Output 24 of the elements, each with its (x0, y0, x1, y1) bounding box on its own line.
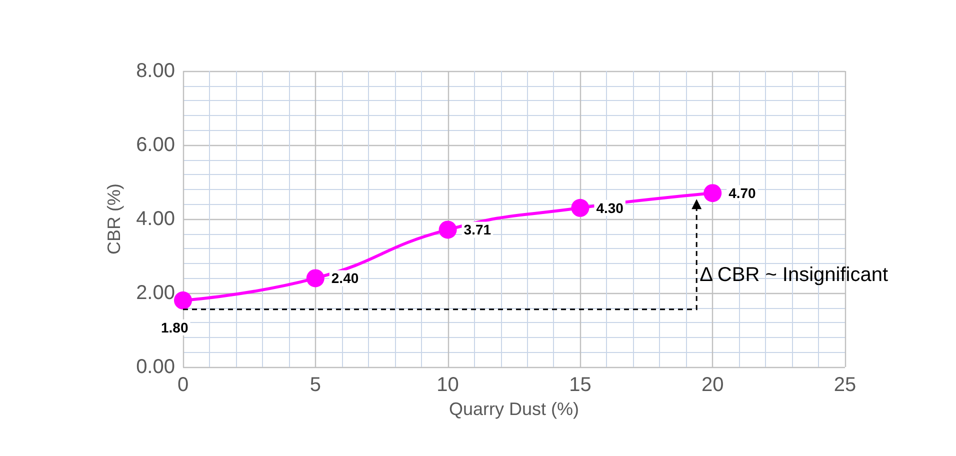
x-tick-label: 10 (436, 374, 459, 396)
point (704, 184, 722, 202)
x-tick-label: 0 (177, 374, 189, 396)
annotation: Δ CBR ~ Insignificant (700, 264, 888, 288)
data-label: 4.30 (596, 200, 624, 216)
x-tick-label: 15 (569, 374, 592, 396)
y-tick-label: 2.00 (136, 282, 175, 304)
data-label: 3.71 (464, 222, 492, 238)
x-tick-label: 20 (701, 374, 724, 396)
x-tick-label: 25 (834, 374, 856, 396)
y-tick-label: 6.00 (136, 134, 175, 156)
x-tick-label: 5 (310, 374, 321, 396)
point (174, 291, 192, 310)
y-tick-label: 8.00 (136, 60, 175, 82)
point (306, 269, 324, 288)
y-tick-label: 0.00 (136, 356, 175, 378)
data-label: 2.40 (331, 270, 359, 286)
point (438, 220, 457, 239)
data-label: 1.80 (161, 319, 188, 336)
point (571, 198, 590, 217)
data-label: 4.70 (728, 185, 756, 202)
y-tick-label: 4.00 (136, 208, 175, 230)
y-axis-title: CBR (%) (104, 184, 124, 254)
x-axis-title: Quarry Dust (%) (448, 398, 580, 419)
